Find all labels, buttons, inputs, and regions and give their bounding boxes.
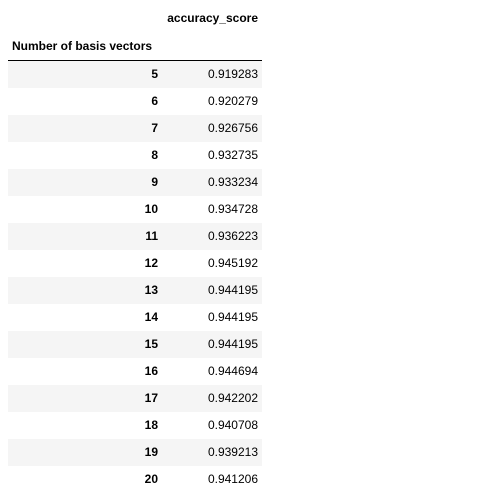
row-index-cell: 7 [151,121,158,135]
row-index-cell: 19 [144,445,158,459]
accuracy-score-cell: 0.926756 [207,121,258,135]
table-body: 5 0.919283 6 0.920279 7 0.926756 8 0.932… [8,60,262,493]
column-header-accuracy-score: accuracy_score [167,11,258,25]
row-index-cell: 17 [144,391,158,405]
accuracy-table: accuracy_score Number of basis vectors 5… [8,4,262,493]
index-name-header: Number of basis vectors [8,32,162,61]
dataframe-output: accuracy_score Number of basis vectors 5… [8,4,262,493]
accuracy-score-cell: 0.941206 [207,472,258,486]
table-row: 5 0.919283 [8,60,262,88]
accuracy-score-cell: 0.944195 [207,310,258,324]
accuracy-score-cell: 0.944694 [207,364,258,378]
row-index-cell: 6 [151,94,158,108]
corner-header-cell [8,4,162,32]
row-index-cell: 5 [151,67,158,81]
accuracy-score-cell: 0.940708 [207,418,258,432]
table-row: 20 0.941206 [8,466,262,493]
table-row: 9 0.933234 [8,169,262,196]
table-row: 8 0.932735 [8,142,262,169]
accuracy-score-cell: 0.932735 [207,148,258,162]
row-index-cell: 15 [144,337,158,351]
table-row: 7 0.926756 [8,115,262,142]
row-index-cell: 16 [144,364,158,378]
row-index-cell: 12 [144,256,158,270]
accuracy-score-cell: 0.944195 [207,337,258,351]
table-row: 14 0.944195 [8,304,262,331]
table-row: 18 0.940708 [8,412,262,439]
index-name-row: Number of basis vectors [8,32,262,61]
table-row: 10 0.934728 [8,196,262,223]
table-row: 11 0.936223 [8,223,262,250]
table-row: 6 0.920279 [8,88,262,115]
table-header: accuracy_score Number of basis vectors [8,4,262,61]
row-index-cell: 10 [144,202,158,216]
table-row: 19 0.939213 [8,439,262,466]
row-index-cell: 9 [151,175,158,189]
row-index-cell: 11 [145,229,158,243]
accuracy-score-cell: 0.942202 [207,391,258,405]
accuracy-score-cell: 0.934728 [207,202,258,216]
accuracy-score-cell: 0.933234 [207,175,258,189]
table-row: 13 0.944195 [8,277,262,304]
accuracy-score-cell: 0.945192 [207,256,258,270]
row-index-cell: 14 [144,310,158,324]
accuracy-score-cell: 0.919283 [207,67,258,81]
row-index-cell: 18 [144,418,158,432]
accuracy-score-cell: 0.944195 [207,283,258,297]
table-row: 12 0.945192 [8,250,262,277]
column-header-row: accuracy_score [8,4,262,32]
row-index-cell: 8 [151,148,158,162]
accuracy-score-cell: 0.939213 [207,445,258,459]
table-row: 16 0.944694 [8,358,262,385]
row-index-cell: 13 [144,283,158,297]
accuracy-score-cell: 0.920279 [207,94,258,108]
table-row: 15 0.944195 [8,331,262,358]
row-index-cell: 20 [144,472,158,486]
accuracy-score-cell: 0.936223 [207,229,258,243]
index-name-blank-cell [162,32,262,61]
table-row: 17 0.942202 [8,385,262,412]
